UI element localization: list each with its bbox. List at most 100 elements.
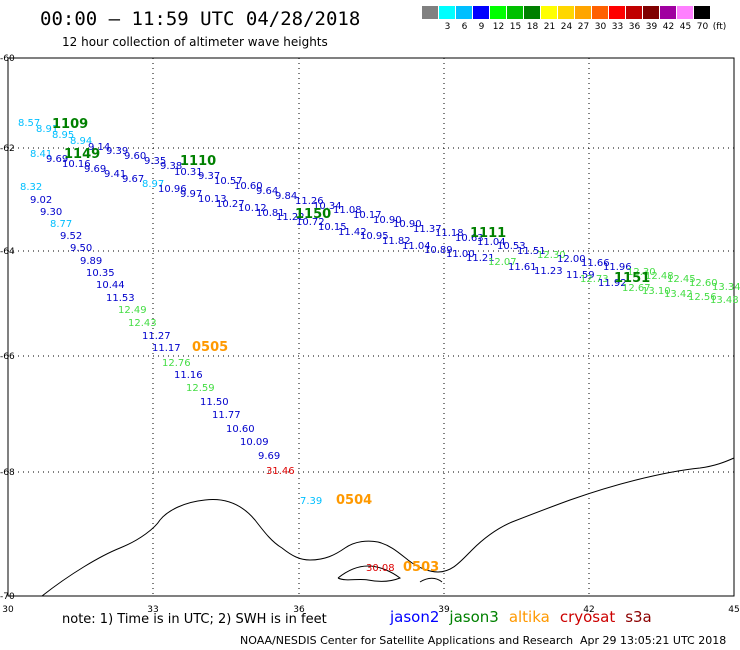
wave-height-value: 11.37 (413, 224, 442, 235)
wave-height-value: 11.08 (333, 205, 362, 216)
color-swatch (660, 6, 677, 19)
wave-height-value: 9.02 (30, 195, 52, 206)
wave-height-value: 11.04 (477, 237, 506, 248)
color-scale-label: 70 (696, 22, 709, 32)
wave-height-value: 10.60 (234, 181, 263, 192)
wave-height-value: 8.77 (50, 219, 72, 230)
coast-inlet (337, 565, 402, 582)
page-title: 00:00 – 11:59 UTC 04/28/2018 (40, 8, 361, 30)
pass-time-label: 0503 (403, 560, 439, 575)
latitude-label: -66 (0, 352, 15, 362)
color-scale-label: 24 (560, 22, 573, 32)
color-scale-label: 15 (509, 22, 522, 32)
wave-height-value: 12.30 (537, 250, 566, 261)
wave-height-value: 10.16 (62, 159, 91, 170)
wave-height-value: 9.67 (122, 174, 144, 185)
wave-height-color-scale: 3 6 9 12 15 18 21 24 27 30 33 36 39 42 45 70 (ft) (422, 6, 728, 32)
pass-time-label: 1149 (64, 147, 100, 162)
color-swatch (541, 6, 558, 19)
wave-height-value: 10.34 (313, 201, 342, 212)
wave-height-value: 11.61 (508, 262, 537, 273)
wave-height-value: 12.30 (627, 267, 656, 278)
color-scale-label: 42 (662, 22, 675, 32)
wave-height-value: 9.37 (198, 171, 220, 182)
color-scale-label: 6 (461, 22, 468, 32)
wave-height-value: 12.59 (186, 383, 215, 394)
wave-height-value: 13.10 (642, 286, 671, 297)
map-frame (7, 57, 735, 597)
wave-height-value: 9.97 (180, 189, 202, 200)
wave-height-value: 9.38 (160, 161, 182, 172)
color-scale-label: 30 (594, 22, 607, 32)
wave-height-value: 8.97 (142, 179, 164, 190)
color-swatch (694, 6, 711, 19)
wave-height-value: 12.43 (128, 318, 157, 329)
color-scale-label: 9 (478, 22, 485, 32)
longitude-label: 33 (147, 605, 158, 615)
wave-height-value: 11.50 (200, 397, 229, 408)
color-scale-label: 27 (577, 22, 590, 32)
wave-height-value: 12.07 (488, 257, 517, 268)
wave-height-value: 12.67 (622, 283, 651, 294)
wave-height-value: 9.30 (40, 207, 62, 218)
latitude-label: -68 (0, 468, 15, 478)
wave-height-value: 11.16 (174, 370, 203, 381)
color-scale-label: 12 (492, 22, 505, 32)
wave-height-value: 11.21 (466, 253, 495, 264)
generated-timestamp: Apr 29 13:05:21 UTC 2018 (580, 634, 727, 647)
wave-height-value: 10.57 (214, 176, 243, 187)
legend-entry-s3a: s3a (625, 608, 652, 626)
wave-height-value: 10.90 (373, 215, 402, 226)
pass-time-label: 1110 (180, 154, 216, 169)
wave-height-value: 10.81 (256, 208, 285, 219)
pass-time-label: 1150 (295, 207, 331, 222)
wave-height-value: 12.48 (645, 271, 674, 282)
wave-height-value: 10.95 (360, 231, 389, 242)
wave-height-value: 10.53 (497, 241, 526, 252)
wave-height-value: 11.17 (152, 343, 181, 354)
color-swatch (422, 6, 439, 19)
color-swatch (473, 6, 490, 19)
color-scale-label: (ft) (712, 22, 727, 32)
wave-height-value: 13.34 (712, 282, 740, 293)
pass-time-label: 1109 (52, 117, 88, 132)
color-scale-swatches (422, 6, 728, 19)
wave-height-value: 10.96 (158, 184, 187, 195)
wave-height-value: 10.27 (216, 199, 245, 210)
wave-height-value: 11.00 (446, 249, 475, 260)
wave-height-value: 10.12 (238, 203, 267, 214)
wave-height-value: 12.45 (667, 274, 696, 285)
color-scale-label: 21 (543, 22, 556, 32)
longitude-label: 39 (438, 605, 450, 615)
wave-height-value: 9.69 (258, 451, 280, 462)
color-swatch (507, 6, 524, 19)
color-swatch (609, 6, 626, 19)
color-swatch (524, 6, 541, 19)
wave-height-value: 9.69 (84, 164, 106, 175)
pass-time-label: 0505 (192, 340, 228, 355)
wave-height-value: 10.35 (86, 268, 115, 279)
latitude-label: -62 (0, 144, 15, 154)
wave-height-value: 31.46 (266, 466, 295, 477)
wave-height-value: 10.17 (353, 210, 382, 221)
wave-height-value: 12.00 (557, 254, 586, 265)
wave-height-value: 8.94 (70, 136, 92, 147)
wave-height-value: 11.59 (566, 270, 595, 281)
wave-height-value: 13.42 (664, 289, 693, 300)
wave-height-value: 12.56 (688, 292, 717, 303)
latitude-label: -64 (0, 247, 15, 257)
wave-height-value: 11.26 (295, 196, 324, 207)
wave-height-value: 9.64 (256, 186, 278, 197)
color-scale-label: 33 (611, 22, 624, 32)
wave-height-value: 12.73 (580, 274, 609, 285)
wave-height-value: 30.08 (366, 563, 395, 574)
wave-height-value: 11.22 (276, 212, 305, 223)
wave-height-value: 9.35 (144, 156, 166, 167)
color-scale-label: 3 (444, 22, 451, 32)
wave-height-value: 12.76 (162, 358, 191, 369)
color-scale-label: 45 (679, 22, 692, 32)
longitude-label: 36 (293, 605, 305, 615)
wave-height-value: 9.14 (88, 142, 110, 153)
color-swatch (592, 6, 609, 19)
wave-height-value: 11.23 (534, 266, 563, 277)
